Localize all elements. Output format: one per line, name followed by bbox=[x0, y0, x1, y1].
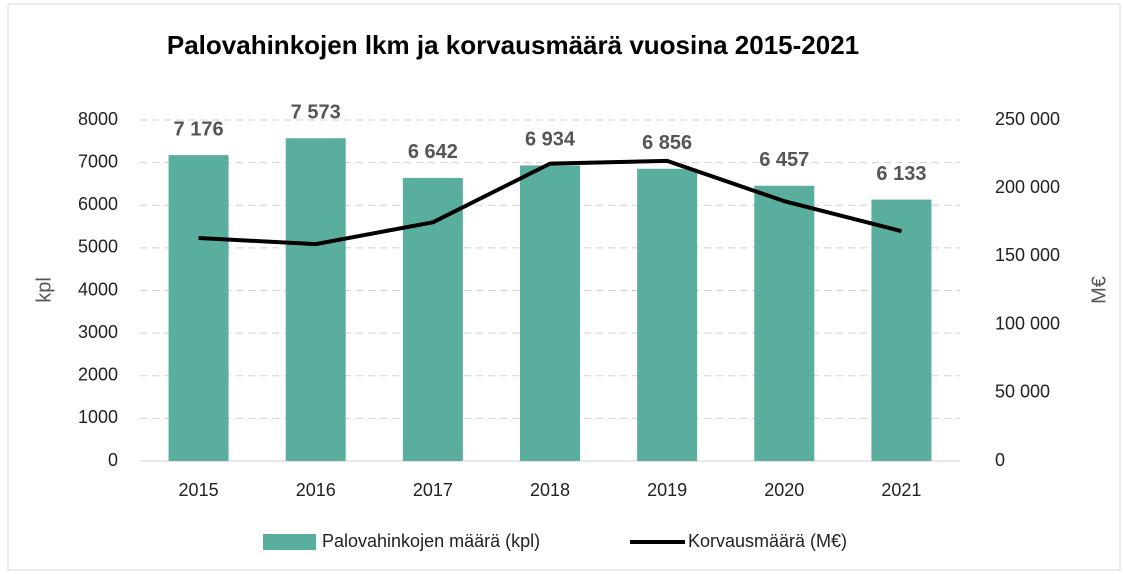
y2-tick-label: 250 000 bbox=[995, 109, 1060, 129]
y2-tick-label: 0 bbox=[995, 450, 1005, 470]
bar bbox=[754, 185, 815, 461]
bar bbox=[871, 199, 932, 461]
bar bbox=[168, 155, 229, 462]
x-tick-label: 2015 bbox=[179, 480, 219, 500]
y-tick-label: 6000 bbox=[78, 194, 118, 214]
y-tick-label: 4000 bbox=[78, 279, 118, 299]
y-tick-label: 1000 bbox=[78, 407, 118, 427]
y-tick-label: 8000 bbox=[78, 109, 118, 129]
chart-title: Palovahinkojen lkm ja korvausmäärä vuosi… bbox=[167, 30, 859, 60]
bar bbox=[637, 168, 698, 461]
legend-label: Korvausmäärä (M€) bbox=[688, 531, 847, 551]
data-label: 6 133 bbox=[876, 163, 926, 185]
x-tick-label: 2018 bbox=[530, 480, 570, 500]
y-tick-label: 5000 bbox=[78, 237, 118, 257]
x-tick-label: 2017 bbox=[413, 480, 453, 500]
x-tick-label: 2019 bbox=[647, 480, 687, 500]
x-tick-label: 2020 bbox=[764, 480, 804, 500]
x-tick-label: 2021 bbox=[881, 480, 921, 500]
legend-label: Palovahinkojen määrä (kpl) bbox=[322, 531, 540, 551]
line bbox=[198, 158, 902, 247]
x-tick-label: 2016 bbox=[296, 480, 336, 500]
data-label: 7 176 bbox=[174, 118, 224, 140]
y-tick-label: 2000 bbox=[78, 365, 118, 385]
y2-tick-label: 100 000 bbox=[995, 313, 1060, 333]
data-label: 6 934 bbox=[525, 129, 576, 151]
y-tick-label: 3000 bbox=[78, 322, 118, 342]
y-axis-label: kpl bbox=[33, 277, 55, 303]
y2-tick-label: 50 000 bbox=[995, 382, 1050, 402]
y2-tick-label: 150 000 bbox=[995, 245, 1060, 265]
data-label: 6 642 bbox=[408, 141, 458, 163]
y-tick-label: 0 bbox=[108, 450, 118, 470]
y2-axis-label: M€ bbox=[1088, 276, 1110, 304]
legend-swatch bbox=[263, 534, 316, 550]
y2-tick-label: 200 000 bbox=[995, 177, 1060, 197]
data-label: 6 457 bbox=[759, 149, 809, 171]
bar bbox=[285, 138, 346, 462]
bar bbox=[520, 165, 580, 462]
y-tick-label: 7000 bbox=[78, 151, 118, 171]
data-label: 6 856 bbox=[642, 132, 692, 154]
data-label: 7 573 bbox=[291, 101, 341, 123]
